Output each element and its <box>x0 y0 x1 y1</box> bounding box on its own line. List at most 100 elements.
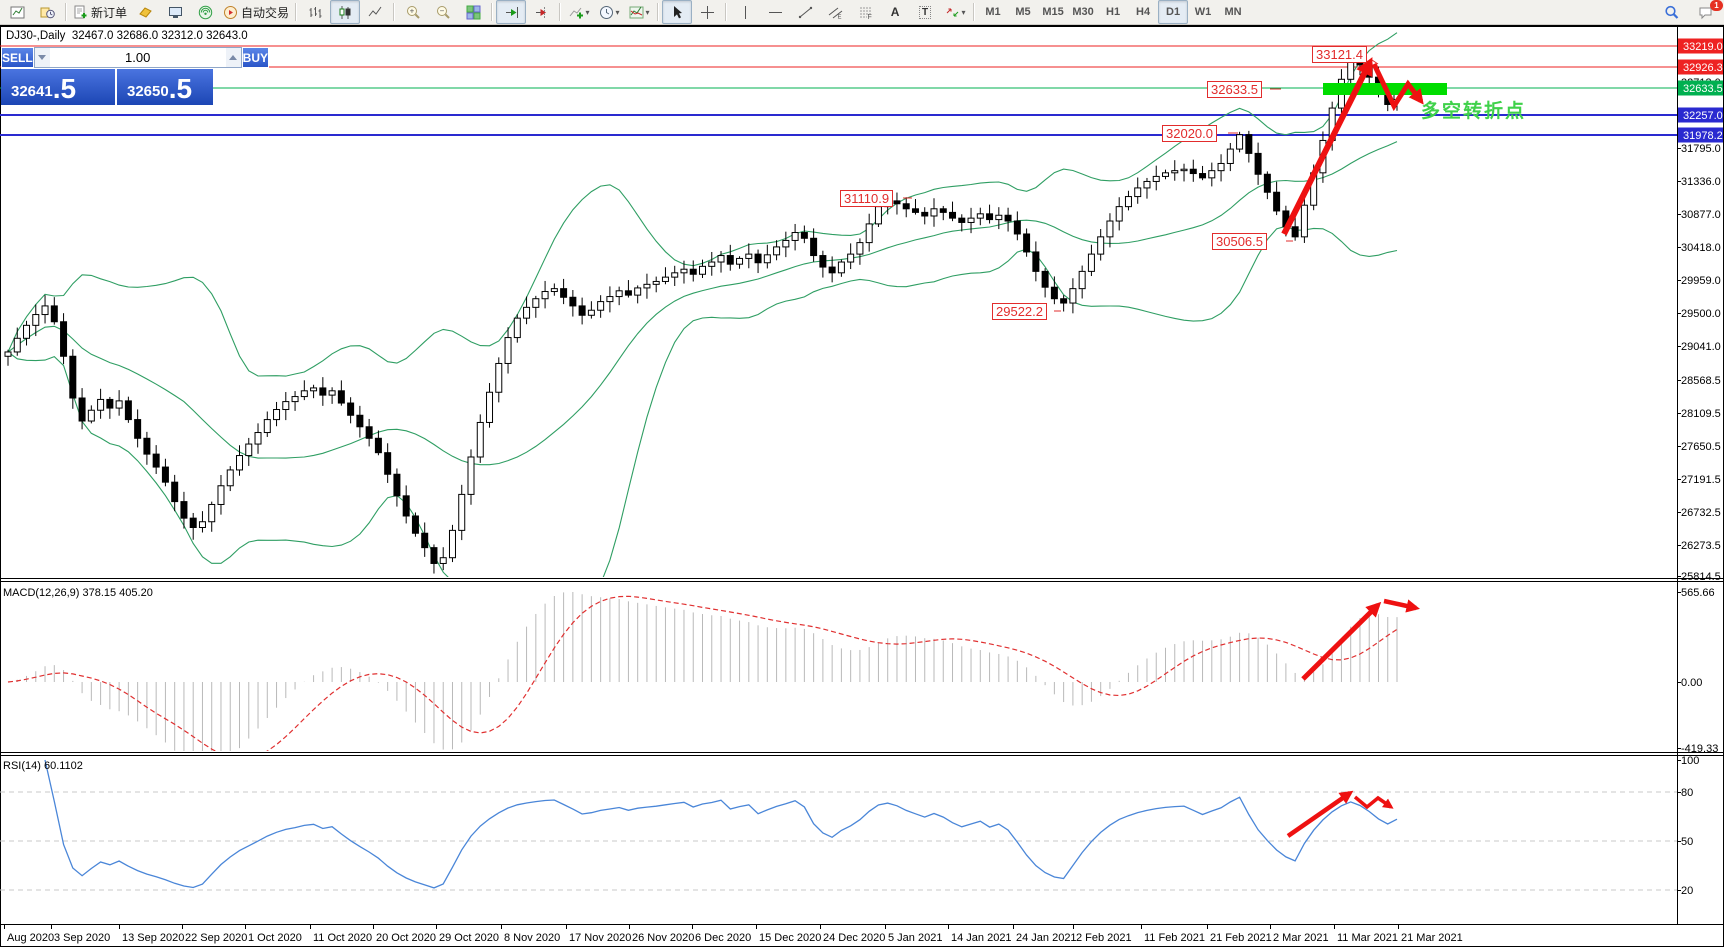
svg-text:2 Mar 2021: 2 Mar 2021 <box>1273 932 1329 944</box>
tile-windows-button[interactable] <box>458 0 488 24</box>
price-annotation-label: 32020.0 <box>1162 125 1217 142</box>
svg-text:28109.5: 28109.5 <box>1681 408 1721 420</box>
candlestick-chart-button[interactable] <box>330 0 361 24</box>
annotation-arrow <box>1353 795 1394 810</box>
text-button[interactable]: A <box>890 5 900 19</box>
metaeditor-button[interactable] <box>130 0 160 24</box>
svg-text:32633.5: 32633.5 <box>1683 83 1723 95</box>
zoom-out-button[interactable]: − <box>428 0 458 24</box>
svg-text:30877.0: 30877.0 <box>1681 209 1721 221</box>
svg-text:33219.0: 33219.0 <box>1683 41 1723 53</box>
tf-w1[interactable]: W1 <box>1194 6 1212 18</box>
annotation-text: 多空转折点 <box>1421 101 1527 122</box>
svg-text:20 Oct 2020: 20 Oct 2020 <box>376 932 436 944</box>
toolbar-separator <box>393 3 396 21</box>
annotation-arrow <box>1371 62 1424 112</box>
indicators-button[interactable]: ▾ <box>564 0 594 24</box>
tf-m30[interactable]: M30 <box>1072 6 1094 18</box>
svg-text:Aug 2020: Aug 2020 <box>7 932 54 944</box>
fibonacci-button[interactable]: F <box>850 0 880 24</box>
svg-text:28568.5: 28568.5 <box>1681 375 1721 387</box>
tf-m1[interactable]: M1 <box>985 6 1001 18</box>
sell-button[interactable]: SELL <box>1 47 34 68</box>
macd-pane <box>7 591 1398 751</box>
svg-text:1 Oct 2020: 1 Oct 2020 <box>248 932 302 944</box>
crosshair-button[interactable] <box>692 0 722 24</box>
macd-signal-line <box>7 595 1398 751</box>
profiles-icon[interactable] <box>32 0 62 24</box>
macd-label: MACD(12,26,9) 378.15 405.20 <box>3 587 153 599</box>
new-order-button[interactable]: 新订单 <box>70 0 130 24</box>
svg-text:27650.5: 27650.5 <box>1681 441 1721 453</box>
horizontal-line-button[interactable] <box>760 0 790 24</box>
rsi-pane <box>0 759 1677 891</box>
cursor-button[interactable] <box>662 0 693 24</box>
svg-text:26 Nov 2020: 26 Nov 2020 <box>632 932 694 944</box>
vertical-line-button[interactable] <box>730 0 760 24</box>
svg-text:13 Sep 2020: 13 Sep 2020 <box>122 932 184 944</box>
chart-shift-button[interactable] <box>526 0 556 24</box>
volume-decrease-button[interactable] <box>34 48 50 67</box>
svg-text:11 Oct 2020: 11 Oct 2020 <box>313 932 372 944</box>
bollinger-band <box>7 32 1398 377</box>
annotation-arrow <box>1286 790 1354 838</box>
svg-text:8 Nov 2020: 8 Nov 2020 <box>504 932 560 944</box>
svg-text:-419.33: -419.33 <box>1681 743 1718 755</box>
templates-button[interactable]: ▾ <box>624 0 654 24</box>
line-chart-button[interactable] <box>360 0 390 24</box>
svg-text:20: 20 <box>1681 885 1693 897</box>
tf-h4[interactable]: H4 <box>1136 6 1151 18</box>
rsi-label: RSI(14) 60.1102 <box>3 760 83 772</box>
notification-badge: 1 <box>1710 0 1723 11</box>
tf-d1[interactable]: D1 <box>1158 0 1189 24</box>
notifications-button[interactable]: 1 <box>1690 0 1723 24</box>
price-level-badge <box>1678 38 1723 54</box>
equidistant-channel-button[interactable]: E <box>820 0 850 24</box>
signals-button[interactable] <box>190 0 220 24</box>
svg-text:26732.5: 26732.5 <box>1681 507 1721 519</box>
text-label-button[interactable]: T <box>910 0 940 24</box>
volume-input[interactable] <box>49 48 226 67</box>
svg-text:24 Dec 2020: 24 Dec 2020 <box>823 932 885 944</box>
shapes-button[interactable]: ▾ <box>940 0 970 24</box>
volume-field <box>33 47 242 68</box>
svg-text:11 Feb 2021: 11 Feb 2021 <box>1144 932 1205 944</box>
trendline-button[interactable] <box>790 0 820 24</box>
chart-title: DJ30-,Daily 32467.0 32686.0 32312.0 3264… <box>6 30 248 42</box>
svg-text:6 Dec 2020: 6 Dec 2020 <box>695 932 751 944</box>
buy-price[interactable]: 32650.5 <box>117 69 213 105</box>
zoom-in-button[interactable]: + <box>398 0 428 24</box>
svg-text:11 Mar 2021: 11 Mar 2021 <box>1337 932 1398 944</box>
periods-button[interactable]: ▾ <box>594 0 624 24</box>
svg-text:565.66: 565.66 <box>1681 587 1715 599</box>
svg-text:32926.3: 32926.3 <box>1683 62 1723 74</box>
annotation-arrow <box>1281 57 1373 236</box>
vps-button[interactable] <box>160 0 190 24</box>
tf-m15[interactable]: M15 <box>1042 6 1064 18</box>
search-button[interactable] <box>1656 0 1686 24</box>
sell-price[interactable]: 32641.5 <box>1 69 117 105</box>
volume-increase-button[interactable] <box>225 48 241 67</box>
svg-text:2 Feb 2021: 2 Feb 2021 <box>1076 932 1132 944</box>
tf-mn[interactable]: MN <box>1224 6 1242 18</box>
price-level-badge <box>1678 107 1723 123</box>
buy-button[interactable]: BUY <box>241 47 270 68</box>
price-annotation-label: 32633.5 <box>1207 81 1262 98</box>
svg-text:17 Nov 2020: 17 Nov 2020 <box>569 932 631 944</box>
new-chart-icon[interactable] <box>2 0 32 24</box>
price-pane <box>4 32 1401 577</box>
auto-scroll-button[interactable] <box>496 0 527 24</box>
svg-text:29 Oct 2020: 29 Oct 2020 <box>439 932 499 944</box>
svg-text:27191.5: 27191.5 <box>1681 474 1721 486</box>
toolbar-separator <box>725 3 728 21</box>
price-annotation-label: 31110.9 <box>840 190 894 207</box>
svg-text:15 Dec 2020: 15 Dec 2020 <box>759 932 821 944</box>
autotrading-button[interactable]: 自动交易 <box>220 0 292 24</box>
tf-m5[interactable]: M5 <box>1015 6 1031 18</box>
svg-text:14 Jan 2021: 14 Jan 2021 <box>951 932 1012 944</box>
svg-text:22 Sep 2020: 22 Sep 2020 <box>185 932 247 944</box>
tf-h1[interactable]: H1 <box>1106 6 1121 18</box>
bar-chart-button[interactable] <box>300 0 330 24</box>
